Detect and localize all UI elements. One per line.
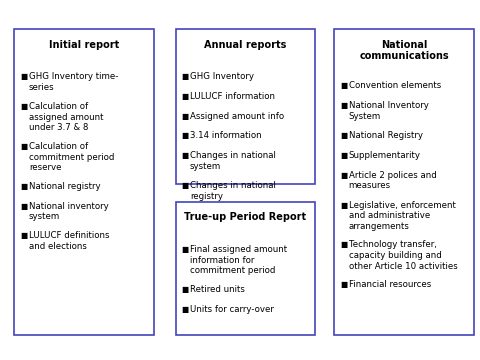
Text: ■: ■ <box>339 151 347 160</box>
Text: Technology transfer,
capacity building and
other Article 10 activities: Technology transfer, capacity building a… <box>348 240 456 271</box>
Text: National Registry: National Registry <box>348 131 422 140</box>
Text: Changes in national
registry: Changes in national registry <box>190 181 276 201</box>
Text: Calculation of
commitment period
reserve: Calculation of commitment period reserve <box>29 142 114 172</box>
Text: LULUCF definitions
and elections: LULUCF definitions and elections <box>29 231 109 251</box>
Text: ■: ■ <box>20 72 27 81</box>
Text: National registry: National registry <box>29 182 100 191</box>
Text: ■: ■ <box>339 131 347 140</box>
FancyBboxPatch shape <box>14 29 154 335</box>
Text: ■: ■ <box>20 142 27 151</box>
Text: ■: ■ <box>181 285 188 294</box>
Text: ■: ■ <box>339 280 347 289</box>
Text: True-up Period Report: True-up Period Report <box>184 212 306 222</box>
Text: GHG Inventory time-
series: GHG Inventory time- series <box>29 72 118 92</box>
Text: ■: ■ <box>181 131 188 140</box>
Text: Retired units: Retired units <box>190 285 244 294</box>
Text: ■: ■ <box>339 240 347 249</box>
Text: Changes in national
system: Changes in national system <box>190 151 276 171</box>
Text: ■: ■ <box>181 181 188 190</box>
Text: ■: ■ <box>339 81 347 90</box>
Text: Units for carry-over: Units for carry-over <box>190 305 273 314</box>
Text: Article 2 polices and
measures: Article 2 polices and measures <box>348 171 435 190</box>
Text: Final assigned amount
information for
commitment period: Final assigned amount information for co… <box>190 245 287 275</box>
Text: National inventory
system: National inventory system <box>29 202 108 221</box>
Text: Calculation of
assigned amount
under 3.7 & 8: Calculation of assigned amount under 3.7… <box>29 102 103 132</box>
Text: ■: ■ <box>339 201 347 210</box>
Text: 3.14 information: 3.14 information <box>190 131 261 140</box>
FancyBboxPatch shape <box>175 29 314 184</box>
Text: Financial resources: Financial resources <box>348 280 430 289</box>
Text: ■: ■ <box>20 231 27 240</box>
FancyBboxPatch shape <box>175 202 314 335</box>
Text: ■: ■ <box>181 151 188 160</box>
FancyBboxPatch shape <box>334 29 473 335</box>
Text: Legislative, enforcement
and administrative
arrangements: Legislative, enforcement and administrat… <box>348 201 455 231</box>
Text: ■: ■ <box>20 202 27 211</box>
Text: ■: ■ <box>339 101 347 110</box>
Text: GHG Inventory: GHG Inventory <box>190 72 253 81</box>
Text: ■: ■ <box>181 72 188 81</box>
Text: ■: ■ <box>20 102 27 111</box>
Text: ■: ■ <box>339 171 347 180</box>
Text: ■: ■ <box>181 112 188 121</box>
Text: ■: ■ <box>181 92 188 101</box>
Text: ■: ■ <box>20 182 27 191</box>
Text: National
communications: National communications <box>359 40 448 61</box>
Text: Supplementarity: Supplementarity <box>348 151 420 160</box>
Text: Convention elements: Convention elements <box>348 81 440 90</box>
Text: LULUCF information: LULUCF information <box>190 92 275 101</box>
Text: National Inventory
System: National Inventory System <box>348 101 428 121</box>
Text: ■: ■ <box>181 305 188 314</box>
Text: Assigned amount info: Assigned amount info <box>190 112 284 121</box>
Text: Annual reports: Annual reports <box>204 40 286 50</box>
Text: Initial report: Initial report <box>49 40 119 50</box>
Text: ■: ■ <box>181 245 188 254</box>
